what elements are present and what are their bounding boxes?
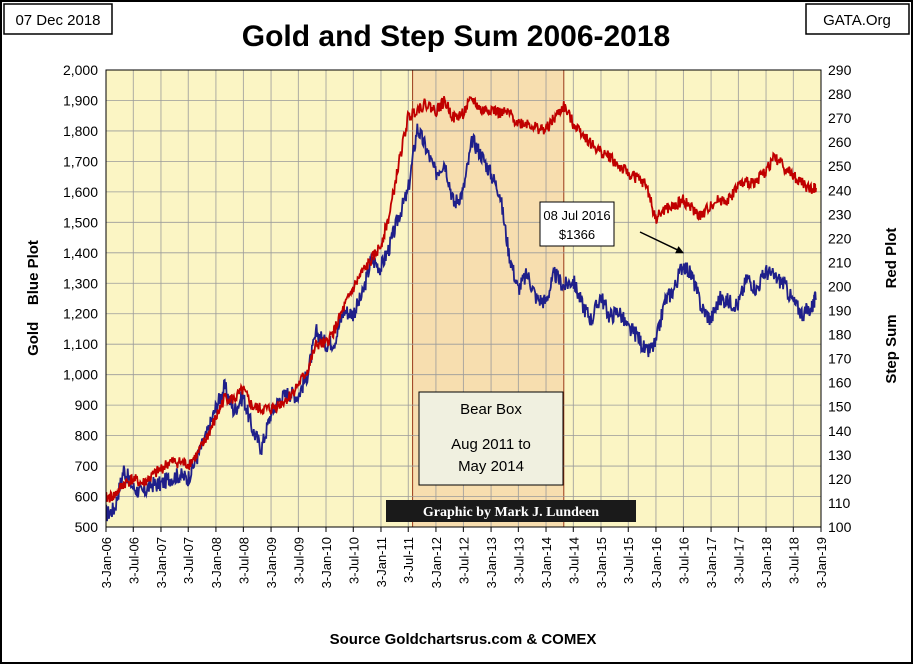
y-right-tick-label: 180: [828, 327, 852, 343]
x-tick-label: 3-Jan-08: [209, 537, 224, 588]
x-tick-label: 3-Jul-09: [291, 537, 306, 584]
y-left-tick-label: 1,300: [63, 275, 98, 291]
y-left-tick-label: 1,900: [63, 92, 98, 108]
y-right-tick-label: 280: [828, 86, 852, 102]
x-tick-label: 3-Jan-17: [704, 537, 719, 588]
y-left-tick-label: 500: [75, 519, 99, 535]
bear-box-label: Bear Box Aug 2011 to May 2014: [418, 391, 564, 486]
y-left-tick-label: 1,200: [63, 306, 98, 322]
x-tick-label: 3-Jan-12: [429, 537, 444, 588]
annotation-arrow: [639, 231, 679, 251]
x-tick-label: 3-Jan-13: [484, 537, 499, 588]
y-left-tick-label: 900: [75, 397, 99, 413]
y-left-tick-label: 1,500: [63, 214, 98, 230]
source-label: Source Goldchartsrus.com & COMEX: [330, 631, 597, 648]
y-left-tick-label: 1,000: [63, 367, 98, 383]
y-right-tick-label: 270: [828, 110, 852, 126]
y-right-tick-label: 230: [828, 206, 852, 222]
y-left-tick-label: 2,000: [63, 62, 98, 78]
x-tick-label: 3-Jan-19: [814, 537, 829, 588]
x-tick-label: 3-Jan-07: [154, 537, 169, 588]
x-tick-label: 3-Jan-10: [319, 537, 334, 588]
x-tick-label: 3-Jul-16: [676, 537, 691, 584]
y-right-tick-label: 120: [828, 471, 852, 487]
y-left-tick-label: 1,700: [63, 153, 98, 169]
y-axis-right-title-top: Red Plot: [883, 228, 900, 289]
step-sum-series-line: [106, 96, 817, 503]
y-right-tick-label: 170: [828, 351, 852, 367]
y-right-tick-label: 210: [828, 254, 852, 270]
annotation-callout: 08 Jul 2016 $1366: [539, 201, 685, 254]
y-left-tick-label: 1,400: [63, 245, 98, 261]
x-tick-label: 3-Jan-11: [374, 537, 389, 587]
x-tick-label: 3-Jan-16: [649, 537, 664, 588]
gold-series-line: [106, 123, 817, 522]
x-tick-label: 3-Jul-08: [236, 537, 251, 584]
date-label: 07 Dec 2018: [15, 12, 100, 29]
y-right-tick-label: 200: [828, 278, 852, 294]
bear-box-line-3: May 2014: [458, 458, 524, 475]
annotation-date: 08 Jul 2016: [543, 208, 610, 223]
y-right-tick-label: 150: [828, 399, 852, 415]
y-left-tick-label: 700: [75, 458, 99, 474]
x-tick-label: 3-Jul-07: [181, 537, 196, 584]
x-tick-label: 3-Jul-06: [126, 537, 141, 584]
x-tick-label: 3-Jul-15: [621, 537, 636, 584]
bear-box-label-frame: [418, 391, 564, 486]
y-right-tick-label: 100: [828, 519, 852, 535]
y-axis-left: 500 600 700 800 900 1,000 1,100 1,200 1,300 1,400…: [63, 62, 98, 535]
y-axis-left-title: Gold Blue Plot: [25, 240, 42, 356]
credit-text: Graphic by Mark J. Lundeen: [423, 505, 599, 520]
y-right-tick-label: 290: [828, 62, 852, 78]
y-right-tick-label: 240: [828, 182, 852, 198]
annotation-box: [539, 201, 615, 247]
x-tick-label: 3-Jan-15: [594, 537, 609, 588]
y-left-tick-label: 600: [75, 489, 99, 505]
y-right-tick-label: 250: [828, 158, 852, 174]
x-tick-label: 3-Jul-10: [346, 537, 361, 584]
x-axis: 3-Jan-06 3-Jul-06 3-Jan-07 3-Jul-07 3-Jan-08…: [99, 527, 829, 588]
y-left-tick-label: 1,100: [63, 336, 98, 352]
y-left-tick-label: 1,800: [63, 123, 98, 139]
x-tick-label: 3-Jul-11: [401, 537, 416, 583]
bear-box-line-2: Aug 2011 to: [451, 436, 531, 453]
y-right-tick-label: 130: [828, 447, 852, 463]
date-box: [3, 3, 113, 35]
x-tick-label: 3-Jul-17: [731, 537, 746, 584]
chart-title: Gold and Step Sum 2006-2018: [242, 20, 670, 53]
annotation-value: $1366: [559, 227, 595, 242]
y-axis-right-title-bottom: Step Sum: [883, 314, 900, 383]
y-right-tick-label: 260: [828, 134, 852, 150]
credit-banner: [386, 500, 636, 522]
y-left-tick-label: 1,600: [63, 184, 98, 200]
x-tick-label: 3-Jul-14: [566, 537, 581, 584]
x-tick-label: 3-Jan-18: [759, 537, 774, 588]
y-right-tick-label: 190: [828, 303, 852, 319]
y-right-tick-label: 220: [828, 230, 852, 246]
brand-box: [805, 3, 910, 35]
y-right-tick-label: 110: [828, 495, 851, 511]
annotation-arrow-head: [675, 246, 685, 254]
x-tick-label: 3-Jul-18: [786, 537, 801, 584]
y-axis-right: 100 110 120 130 140 150 160 170 180 190 200 210 220 2…: [828, 62, 852, 535]
x-tick-label: 3-Jan-09: [264, 537, 279, 588]
x-tick-label: 3-Jan-14: [539, 537, 554, 588]
x-tick-label: 3-Jan-06: [99, 537, 114, 588]
y-right-tick-label: 160: [828, 375, 852, 391]
y-left-tick-label: 800: [75, 428, 99, 444]
brand-label: GATA.Org: [823, 12, 891, 29]
x-tick-label: 3-Jul-13: [511, 537, 526, 584]
x-tick-label: 3-Jul-12: [456, 537, 471, 584]
bear-box-line-1: Bear Box: [460, 401, 522, 418]
y-right-tick-label: 140: [828, 423, 852, 439]
